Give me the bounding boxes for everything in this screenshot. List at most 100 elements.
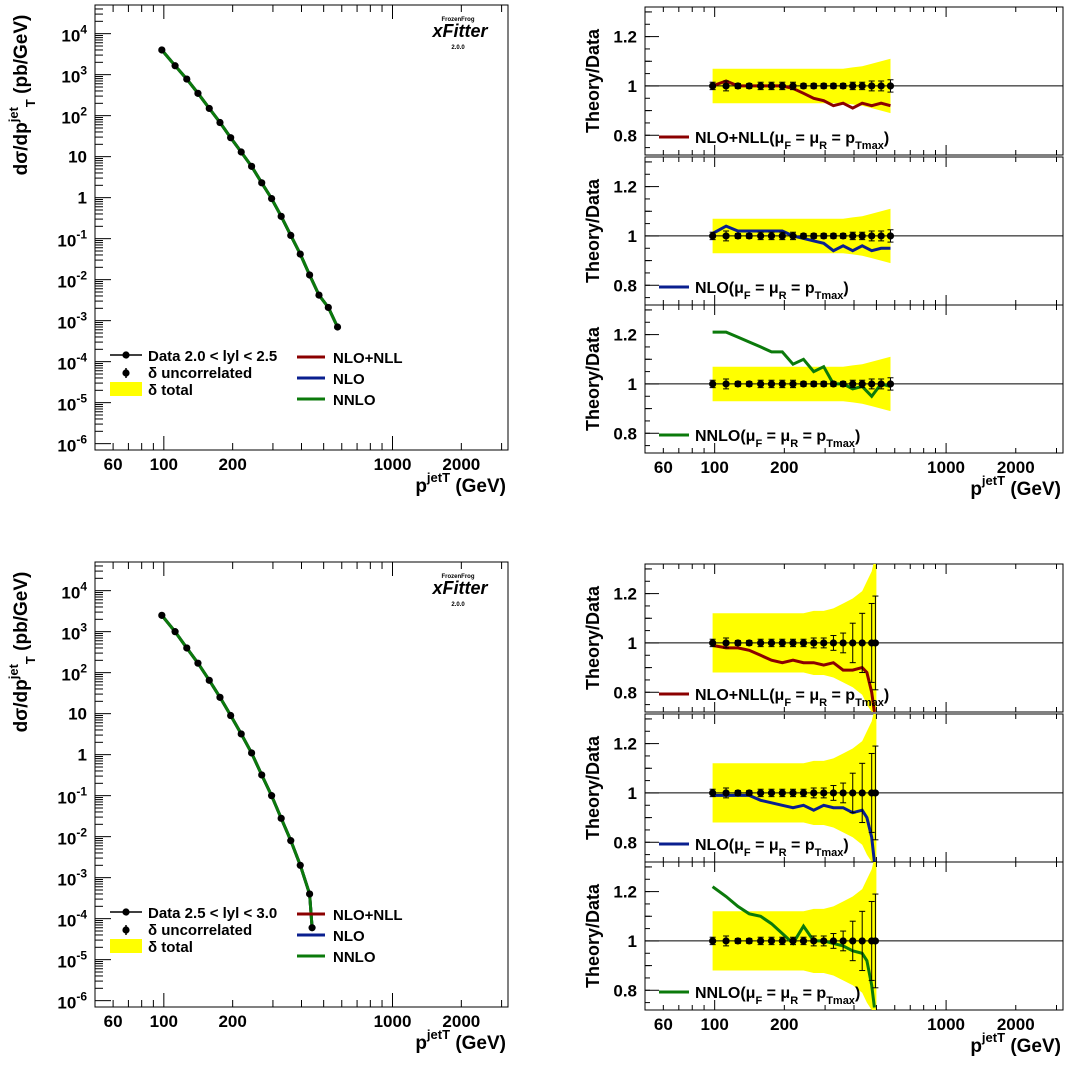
- data-point: [183, 75, 191, 83]
- data-point: [296, 250, 304, 258]
- data-point: [745, 937, 753, 945]
- plot-frame: [94, 4, 509, 451]
- data-point: [810, 380, 818, 388]
- legend-data-marker: [122, 351, 130, 359]
- ratio-legend-sub-r: R: [819, 140, 827, 152]
- ratio-legend-close: ): [884, 687, 889, 704]
- data-point: [227, 711, 235, 720]
- x-tick-label: 2000: [442, 1012, 480, 1031]
- data-point: [799, 639, 808, 647]
- legend-nlo-label: NLO: [333, 928, 365, 945]
- ratio-legend-eq: = μ: [751, 280, 779, 297]
- data-point: [709, 232, 717, 240]
- x-tick-label: 1000: [374, 455, 412, 474]
- data-point: [767, 232, 776, 240]
- legend-total-label: δ total: [148, 939, 193, 956]
- data-point: [709, 639, 717, 647]
- x-tick-label: 60: [104, 455, 123, 474]
- y-tick-label: 10-5: [57, 392, 87, 415]
- x-axis-label: pjetT (GeV): [415, 470, 506, 497]
- y-tick-label: 1.2: [613, 28, 637, 47]
- x-axis-label-sup: jet: [426, 1027, 443, 1042]
- y-tick-label: 10-5: [57, 949, 87, 972]
- x-axis-label: pjetT (GeV): [415, 1027, 506, 1054]
- x-tick-label: 60: [104, 1012, 123, 1031]
- ratio-legend-sub-f: F: [744, 847, 751, 859]
- ratio-legend-eq: = μ: [751, 837, 779, 854]
- data-point: [767, 82, 776, 90]
- y-tick-exponent: 2: [80, 105, 87, 119]
- x-tick-label: 100: [150, 1012, 178, 1031]
- ratio-legend-eq2: = p: [798, 985, 826, 1002]
- data-point: [778, 232, 786, 240]
- legend-nnlo-label: NNLO: [333, 949, 376, 966]
- ratio-panel-bottom-nlo-nll: 0.8 1 1.2 Theory/Data NLO+NLL(μF = μR = pTma…: [583, 563, 1064, 713]
- y-tick-label: 103: [61, 621, 87, 644]
- data-point: [871, 937, 880, 945]
- ratio-legend-sub-r: R: [779, 847, 787, 859]
- y-axis-label: dσ/dpjetT (pb/GeV): [6, 572, 38, 733]
- y-axis-label-units: (pb/GeV): [11, 15, 32, 99]
- data-point: [858, 639, 866, 647]
- y-axis-label-sub: T: [23, 99, 38, 107]
- data-point: [886, 82, 895, 90]
- plot-frame: [94, 561, 509, 1008]
- x-axis-label-sub: T: [997, 473, 1005, 488]
- ratio-legend-sub-f: F: [755, 995, 762, 1007]
- data-point: [757, 789, 765, 797]
- data-point: [767, 789, 776, 797]
- ratio-legend-close: ): [855, 985, 860, 1002]
- data-point: [858, 232, 866, 240]
- logo-small-text: FrozenFrog: [442, 574, 475, 580]
- data-point: [709, 380, 717, 388]
- x-axis-label-units: (GeV): [450, 476, 506, 497]
- data-point: [247, 749, 256, 757]
- ratio-legend-sub-tmax: Tmax: [826, 995, 856, 1007]
- y-tick-exponent: -2: [76, 269, 87, 283]
- legend-data-label: Data 2.5 < lyl < 3.0: [148, 905, 277, 922]
- ratio-legend-sub-tmax: Tmax: [855, 697, 885, 709]
- data-point: [722, 380, 730, 388]
- y-tick-label: 0.8: [613, 683, 637, 702]
- data-point: [810, 639, 818, 647]
- x-tick-label: 100: [700, 458, 728, 477]
- data-point: [868, 82, 876, 90]
- x-axis-ticks: [94, 562, 503, 1007]
- data-point: [871, 789, 880, 797]
- ratio-legend-label: NLO+NLL(μF = μR = pTmax): [695, 687, 889, 709]
- legend-nlo-label: NLO: [333, 371, 365, 388]
- y-tick-exponent: -4: [76, 351, 87, 365]
- y-tick-label: 0.8: [613, 833, 637, 852]
- data-point: [227, 134, 235, 142]
- legend-data-label: Data 2.0 < lyl < 2.5: [148, 348, 277, 365]
- legend-nlo_nll-label: NLO+NLL: [333, 907, 403, 924]
- data-point: [757, 937, 765, 945]
- data-point: [734, 937, 742, 945]
- logo-version-text: 2.0.0: [451, 45, 465, 51]
- data-point: [789, 937, 797, 945]
- data-point: [296, 861, 304, 869]
- y-tick-exponent: 3: [80, 621, 87, 635]
- y-tick-label: 10-2: [57, 269, 87, 292]
- ratio-panel-top-nlo-nll: 0.8 1 1.2 Theory/Data NLO+NLL(μF = μR = pTma…: [583, 6, 1064, 156]
- y-tick-exponent: 4: [80, 580, 87, 594]
- data-point: [839, 639, 847, 647]
- x-axis-label-sub: T: [442, 1027, 450, 1042]
- data-point: [849, 380, 857, 388]
- data-point: [205, 676, 213, 684]
- data-point: [306, 271, 314, 279]
- ratio-legend-sub-tmax: Tmax: [815, 847, 845, 859]
- y-tick-label: 104: [61, 23, 87, 46]
- data-point: [183, 644, 191, 652]
- y-tick-label: 1.2: [613, 735, 637, 754]
- data-point: [333, 323, 342, 331]
- data-point: [722, 232, 730, 240]
- ratio-legend-label: NLO(μF = μR = pTmax): [695, 837, 849, 859]
- data-point: [778, 937, 786, 945]
- y-tick-exponent: 3: [80, 64, 87, 78]
- ratio-legend-close: ): [843, 280, 848, 297]
- data-point: [745, 380, 753, 388]
